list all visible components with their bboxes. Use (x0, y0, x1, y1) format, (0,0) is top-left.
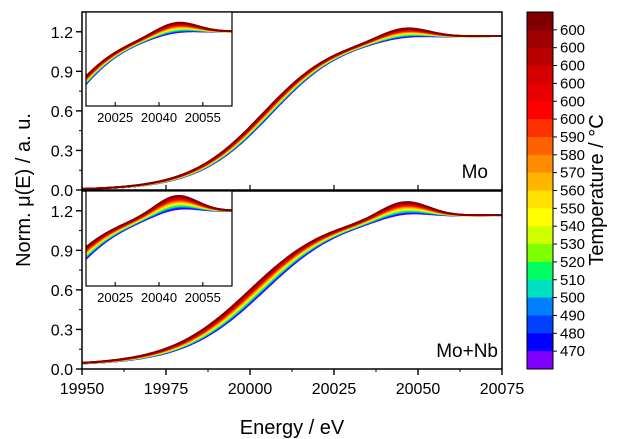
colorbar-swatch-16 (527, 297, 553, 316)
colorbar-swatch-19 (527, 351, 553, 370)
x-tick-label-5: 20075 (480, 381, 525, 398)
x-axis-title: Energy / eV (240, 417, 345, 439)
colorbar-swatch-5 (527, 101, 553, 120)
colorbar-swatch-13 (527, 244, 553, 263)
mo-nb-panel-label: Mo+Nb (436, 341, 498, 362)
colorbar-tick-label-13: 520 (560, 254, 585, 271)
colorbar-swatch-18 (527, 333, 553, 352)
inset-mo-x-tick-label-1: 20040 (141, 110, 177, 125)
mo-y-tick-label-1: 0.3 (51, 143, 73, 160)
inset-mo-nb-series-group (86, 195, 232, 260)
inset-mo-x-tick-label-0: 20025 (97, 110, 133, 125)
x-tick-label-2: 20000 (228, 381, 273, 398)
colorbar-swatch-3 (527, 65, 553, 84)
colorbar-swatch-17 (527, 315, 553, 334)
colorbar-swatch-10 (527, 190, 553, 209)
mo-nb-y-tick-label-0: 0.0 (51, 362, 73, 379)
colorbar-swatch-15 (527, 279, 553, 299)
mo-y-tick-label-0: 0.0 (51, 183, 73, 200)
colorbar-tick-label-4: 600 (560, 93, 585, 110)
mo-nb-y-tick-label-2: 0.6 (51, 283, 73, 300)
mo-plot-frame (81, 11, 503, 191)
colorbar-tick-label-3: 600 (560, 75, 585, 92)
inset-mo-series-group (86, 21, 232, 85)
colorbar-tick-label-8: 570 (560, 165, 585, 182)
inset-mo-nb-x-axis: 20025 20040 20055 (97, 282, 221, 305)
colorbar-tick-label-5: 600 (560, 111, 585, 128)
x-tick-label-1: 19975 (144, 381, 189, 398)
mo-panel-label: Mo (462, 162, 488, 183)
inset-mo-nb-x-tick-label-1: 20040 (141, 290, 177, 305)
mo-y-tick-label-2: 0.6 (51, 104, 73, 121)
colorbar-swatch-6 (527, 119, 553, 138)
mo-nb-y-tick-label-4: 1.2 (51, 204, 73, 221)
colorbar-swatch-0 (527, 12, 553, 31)
colorbar-tick-label-0: 600 (560, 22, 585, 39)
colorbar-tick-label-11: 540 (560, 218, 585, 235)
inset-mo-x-axis: 20025 20040 20055 (97, 102, 221, 125)
mo-nb-y-axis: 0.0 0.3 0.6 0.9 1.2 (51, 204, 82, 379)
inset-mo-nb: 20025 20040 20055 (85, 190, 233, 305)
colorbar-swatch-4 (527, 83, 553, 102)
colorbar-tick-label-7: 580 (560, 147, 585, 164)
colorbar-tick-label-17: 480 (560, 325, 585, 342)
colorbar-tick-label-12: 530 (560, 236, 585, 253)
colorbar-swatch-2 (527, 47, 553, 67)
mo-y-axis: 0.0 0.3 0.6 0.9 1.2 (51, 25, 82, 200)
colorbar-tick-label-10: 550 (560, 200, 585, 217)
mo-nb-y-tick-label-1: 0.3 (51, 322, 73, 339)
inset-mo-series-0 (86, 21, 232, 77)
x-tick-label-3: 20025 (312, 381, 357, 398)
mo-y-tick-label-3: 0.9 (51, 64, 73, 81)
colorbar-tick-label-2: 600 (560, 58, 585, 75)
inset-mo: 20025 20040 20055 (85, 11, 233, 125)
colorbar-swatch-9 (527, 172, 553, 191)
inset-mo-nb-series-0 (86, 195, 232, 248)
colorbar-swatch-1 (527, 29, 553, 49)
x-axis: 19950 19975 20000 20025 20050 20075 (60, 185, 525, 398)
colorbar-swatch-12 (527, 226, 553, 245)
colorbar-tick-label-18: 470 (560, 343, 585, 360)
y-axis-title: Norm. μ(E) / a. u. (13, 113, 35, 267)
mo-nb-series-0 (82, 201, 502, 364)
x-tick-label-0: 19950 (60, 381, 105, 398)
inset-mo-x-tick-label-2: 20055 (185, 110, 221, 125)
colorbar-tick-label-9: 560 (560, 183, 585, 200)
colorbar-tick-label-14: 510 (560, 272, 585, 289)
colorbar-swatch-7 (527, 136, 553, 156)
colorbar-tick-label-6: 590 (560, 129, 585, 146)
colorbar-swatch-14 (527, 261, 553, 281)
colorbar-tick-label-15: 500 (560, 290, 585, 307)
temperature-colorbar: 6006006006006006005905805705605505405305… (526, 11, 585, 370)
mo-nb-series-group (82, 201, 502, 365)
colorbar-title: Temperature / °C (586, 114, 608, 265)
x-tick-label-4: 20050 (396, 381, 441, 398)
mo-series-0 (82, 27, 502, 190)
inset-mo-nb-x-tick-label-2: 20055 (185, 290, 221, 305)
mo-series-group (82, 27, 502, 190)
inset-mo-nb-x-tick-label-0: 20025 (97, 290, 133, 305)
panel-mo: Mo (81, 11, 503, 191)
mo-nb-y-tick-label-3: 0.9 (51, 243, 73, 260)
colorbar-swatch-11 (527, 208, 553, 227)
panel-mo-nb: Mo+Nb (81, 190, 503, 370)
colorbar-swatch-8 (527, 154, 553, 174)
mo-y-tick-label-4: 1.2 (51, 25, 73, 42)
colorbar-tick-label-16: 490 (560, 307, 585, 324)
colorbar-tick-label-1: 600 (560, 40, 585, 57)
